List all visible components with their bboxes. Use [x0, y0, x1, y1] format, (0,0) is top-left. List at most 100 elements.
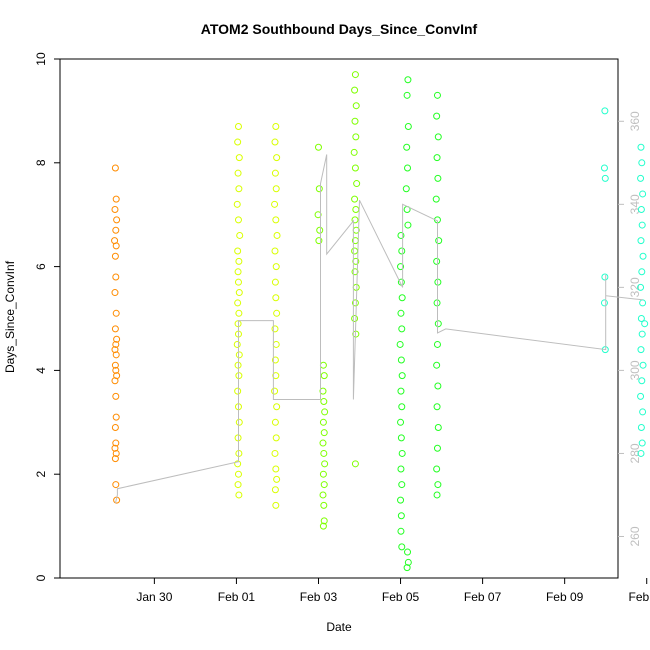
y-tick-label: 6 — [34, 263, 48, 270]
data-point — [351, 460, 359, 468]
data-point — [272, 216, 280, 224]
series-layer — [111, 71, 649, 572]
data-point — [600, 164, 608, 172]
data-point — [112, 351, 120, 359]
right-tick-label: 320 — [628, 277, 642, 297]
x-axis: Jan 30 Feb 01 Feb 03 Feb 05 Feb 07 Feb 09 Feb … — [136, 578, 650, 604]
data-point — [403, 143, 411, 151]
data-point — [398, 325, 406, 333]
data-point — [271, 200, 279, 208]
data-point — [272, 185, 280, 193]
data-point — [320, 501, 328, 509]
data-point — [320, 372, 328, 380]
data-point — [315, 185, 323, 193]
data-point — [639, 299, 647, 307]
series-1 — [233, 122, 281, 509]
data-point — [113, 335, 121, 343]
right-tick-label: 340 — [628, 194, 642, 214]
data-point — [402, 185, 410, 193]
data-point — [112, 449, 120, 457]
data-point — [403, 564, 411, 572]
data-point — [435, 237, 443, 245]
data-point — [638, 159, 646, 167]
data-point — [351, 86, 359, 94]
y-tick-label: 0 — [34, 574, 48, 581]
data-point — [398, 294, 406, 302]
data-point — [273, 403, 281, 411]
data-point — [319, 470, 327, 478]
data-point — [638, 439, 646, 447]
x-tick-label: Feb 09 — [546, 590, 584, 604]
data-point — [351, 299, 359, 307]
data-point — [639, 361, 647, 369]
data-point — [351, 164, 359, 172]
data-point — [111, 289, 119, 297]
data-point — [272, 465, 280, 473]
y-axis-label: Days_Since_ConvInf — [3, 260, 17, 373]
data-point — [404, 76, 412, 84]
x-tick-label: Feb 01 — [218, 590, 256, 604]
overlay-line — [114, 154, 643, 504]
data-point — [234, 387, 242, 395]
right-tick-label: 300 — [628, 360, 642, 380]
data-point — [271, 387, 279, 395]
data-point — [234, 247, 242, 255]
data-point — [236, 231, 244, 239]
data-point — [271, 418, 279, 426]
data-point — [111, 423, 119, 431]
data-point — [321, 460, 329, 468]
data-point — [271, 169, 279, 177]
right-tick-label: 360 — [628, 111, 642, 131]
data-point — [638, 330, 646, 338]
data-point — [319, 439, 327, 447]
data-point — [397, 527, 405, 535]
data-point — [112, 366, 120, 374]
data-point — [111, 164, 119, 172]
data-point — [319, 522, 327, 530]
data-point — [112, 481, 120, 489]
y-tick-label: 10 — [34, 52, 48, 66]
data-point — [403, 91, 411, 99]
data-point — [638, 377, 646, 385]
data-point — [433, 112, 441, 120]
data-point — [398, 372, 406, 380]
data-point — [320, 398, 328, 406]
data-point — [112, 226, 120, 234]
data-point — [111, 377, 119, 385]
data-point — [273, 475, 281, 483]
x-axis-label: Date — [326, 620, 352, 634]
data-point — [404, 548, 412, 556]
data-point — [433, 257, 441, 265]
data-point — [397, 496, 405, 504]
data-point — [404, 164, 412, 172]
data-point — [639, 408, 647, 416]
data-point — [637, 449, 645, 457]
x-tick-label: Feb 11 — [628, 590, 650, 604]
data-point — [352, 257, 360, 265]
data-point — [397, 434, 405, 442]
data-point — [351, 71, 359, 79]
data-point — [272, 294, 280, 302]
data-point — [111, 346, 119, 354]
data-point — [637, 283, 645, 291]
right-tick-label: 260 — [628, 526, 642, 546]
data-point — [272, 434, 280, 442]
data-point — [271, 486, 279, 494]
y-tick-label: 2 — [34, 471, 48, 478]
data-point — [112, 273, 120, 281]
data-point — [271, 247, 279, 255]
data-point — [112, 392, 120, 400]
data-point — [397, 465, 405, 473]
data-point — [314, 211, 322, 219]
data-point — [397, 387, 405, 395]
data-point — [273, 309, 281, 317]
data-point — [638, 268, 646, 276]
y-axis-left: 0 2 4 6 8 10 — [34, 52, 60, 581]
data-point — [111, 252, 119, 260]
right-tick-label: 280 — [628, 443, 642, 463]
data-point — [320, 481, 328, 489]
data-point — [396, 340, 404, 348]
data-point — [351, 315, 359, 322]
